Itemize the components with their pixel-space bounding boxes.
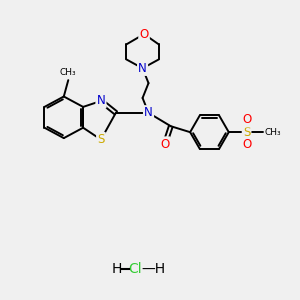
Text: CH₃: CH₃ — [60, 68, 76, 76]
Text: O: O — [242, 113, 251, 126]
Text: O: O — [140, 28, 149, 40]
Text: N: N — [138, 62, 147, 75]
Text: —H: —H — [141, 262, 165, 276]
Text: S: S — [97, 133, 105, 146]
Text: H: H — [112, 262, 122, 276]
Text: S: S — [243, 126, 250, 139]
Text: O: O — [242, 138, 251, 151]
Text: N: N — [97, 94, 105, 107]
Text: N: N — [144, 106, 153, 119]
Text: O: O — [160, 138, 170, 151]
Text: CH₃: CH₃ — [264, 128, 281, 137]
Text: Cl: Cl — [128, 262, 142, 276]
